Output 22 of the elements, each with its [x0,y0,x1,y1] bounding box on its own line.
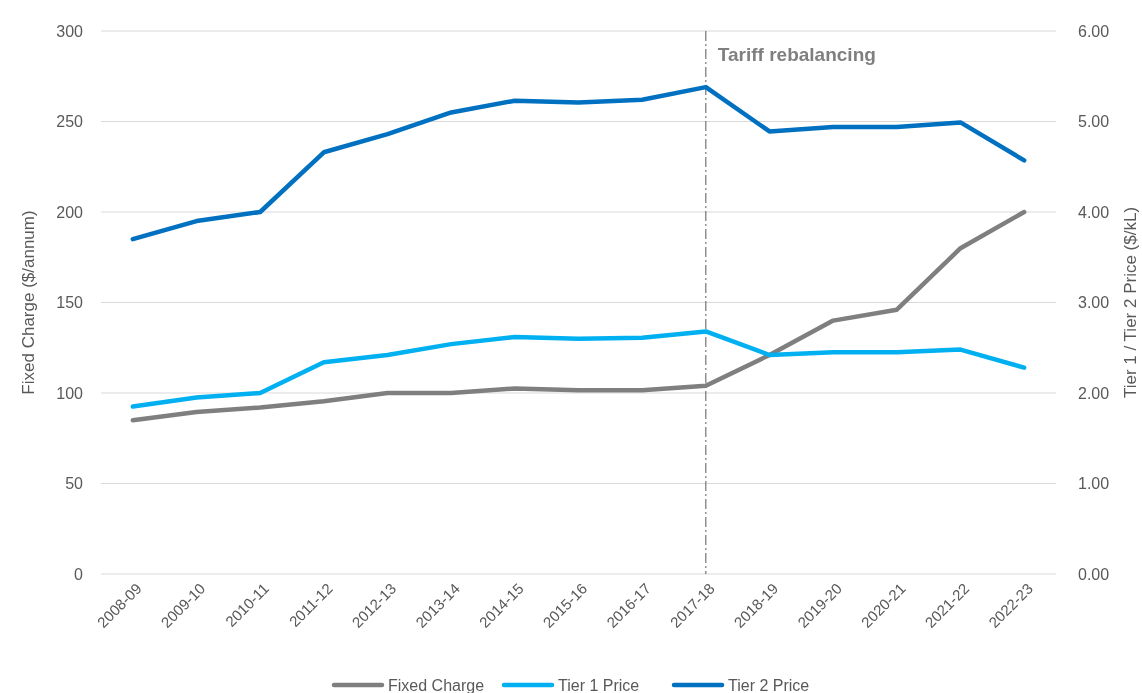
line-series [130,209,1027,423]
ref-line-label: Tariff rebalancing [717,44,876,65]
legend-label: Tier 2 Price [728,677,810,693]
line-series [130,84,1027,242]
y-tick-label: 200 [56,203,84,221]
y2-tick-label: 6.00 [1078,22,1110,40]
legend-label: Tier 1 Price [558,677,640,693]
y-tick-label: 300 [56,22,84,40]
y2-tick-label: 5.00 [1078,113,1110,131]
y2-tick-label: 1.00 [1078,475,1110,493]
y-tick-label: 0 [74,565,84,583]
y2-axis-title: Tier 1 / Tier 2 Price ($/kL) [1121,206,1140,399]
y-tick-label: 50 [65,475,84,493]
y2-tick-label: 4.00 [1078,203,1110,221]
y-tick-label: 250 [56,113,84,131]
line-series [130,329,1027,409]
y2-tick-label: 2.00 [1078,384,1110,402]
y2-tick-label: 3.00 [1078,294,1110,312]
y-tick-label: 150 [56,294,84,312]
y2-tick-label: 0.00 [1078,565,1110,583]
y-axis-title: Fixed Charge ($/annum) [19,210,38,395]
y-tick-label: 100 [56,384,84,402]
